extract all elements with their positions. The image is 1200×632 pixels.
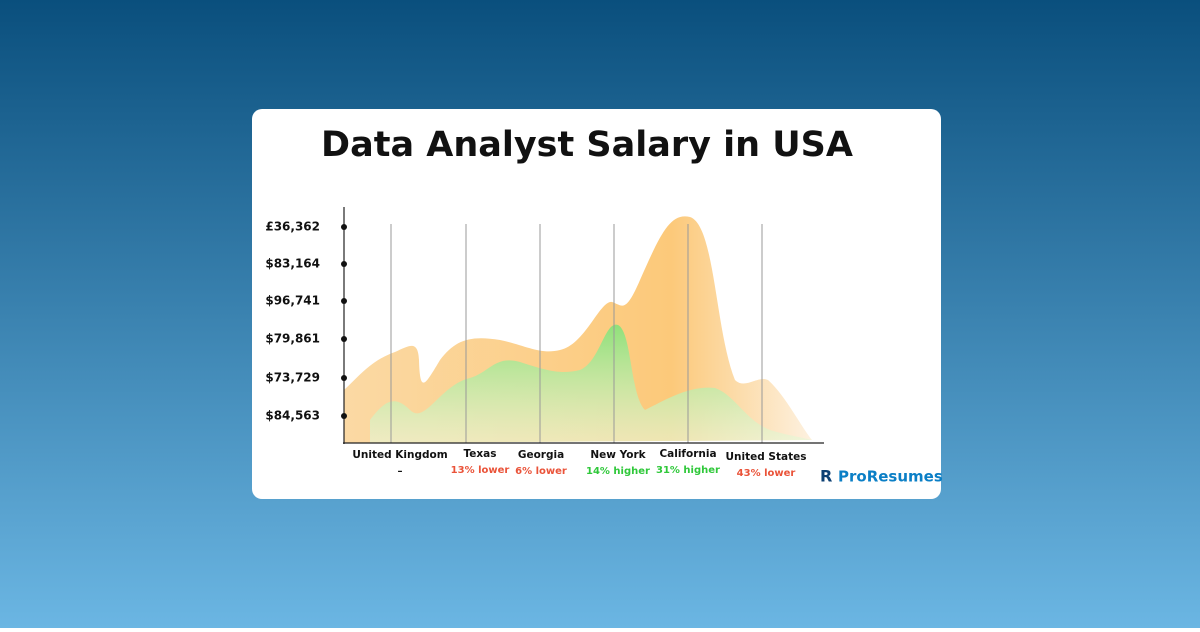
logo-mark: R	[820, 467, 832, 486]
axis-label: $96,741	[265, 294, 320, 308]
region-comparison: 31% higher	[656, 465, 720, 476]
region-comparison: 14% higher	[586, 466, 650, 477]
axis-label: $84,563	[265, 409, 320, 423]
region-comparison: 43% lower	[737, 468, 796, 479]
axis-dot	[341, 336, 347, 342]
axis-dot	[341, 224, 347, 230]
region-comparison: 13% lower	[451, 465, 510, 476]
region-name: United States	[726, 451, 807, 463]
green-area	[370, 324, 812, 443]
grid-lines	[390, 224, 763, 443]
region-comparison: –	[398, 466, 403, 477]
axis-dot	[341, 298, 347, 304]
title: Data Analyst Salary in USA	[321, 125, 853, 165]
region-comparison: 6% lower	[515, 466, 567, 477]
region-name: Texas	[464, 448, 497, 460]
axis-label: $73,729	[265, 371, 320, 385]
region-name: Georgia	[518, 449, 564, 461]
region-name: United Kingdom	[352, 449, 447, 461]
axis-dot	[341, 261, 347, 267]
logo: ProResumes	[838, 468, 943, 486]
axis-label: $83,164	[265, 257, 320, 271]
axis-label: $79,861	[265, 332, 320, 346]
region-name: New York	[590, 449, 646, 461]
region-name: California	[659, 448, 716, 460]
axis-label: £36,362	[265, 220, 320, 234]
axis-dot	[341, 413, 347, 419]
axis-dot	[341, 375, 347, 381]
